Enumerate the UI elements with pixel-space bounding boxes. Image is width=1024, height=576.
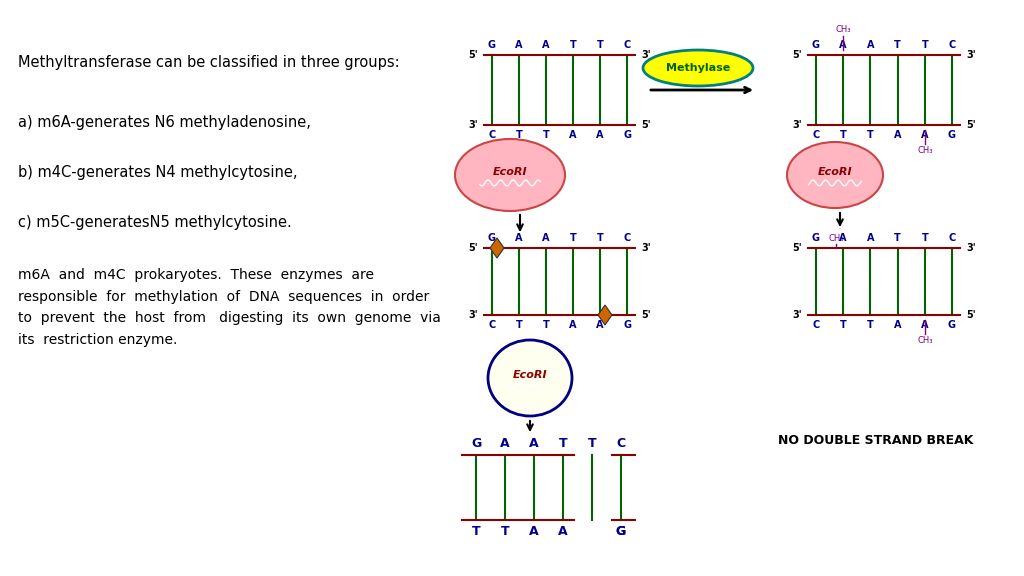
Text: C: C xyxy=(812,320,819,330)
Text: a) m6A-generates N6 methyladenosine,: a) m6A-generates N6 methyladenosine, xyxy=(18,115,311,130)
Text: A: A xyxy=(529,437,539,450)
Text: 5': 5' xyxy=(793,243,802,253)
Polygon shape xyxy=(490,238,504,258)
Text: T: T xyxy=(840,130,847,140)
Text: CH₃: CH₃ xyxy=(836,25,851,34)
Text: A: A xyxy=(840,40,847,50)
Text: A: A xyxy=(558,525,568,538)
Text: 3': 3' xyxy=(641,243,650,253)
Text: T: T xyxy=(569,40,577,50)
Text: A: A xyxy=(866,233,874,243)
Text: NO DOUBLE STRAND BREAK: NO DOUBLE STRAND BREAK xyxy=(778,434,974,446)
Text: 5': 5' xyxy=(793,50,802,60)
Text: C: C xyxy=(624,40,631,50)
Text: A: A xyxy=(543,233,550,243)
Text: C: C xyxy=(616,437,626,450)
Text: C: C xyxy=(812,130,819,140)
Text: b) m4C-generates N4 methylcytosine,: b) m4C-generates N4 methylcytosine, xyxy=(18,165,298,180)
Text: G: G xyxy=(812,233,820,243)
Text: T: T xyxy=(569,233,577,243)
Text: T: T xyxy=(516,130,522,140)
Text: T: T xyxy=(894,40,901,50)
Text: T: T xyxy=(501,525,509,538)
Text: 5': 5' xyxy=(641,120,650,130)
Text: C: C xyxy=(948,233,955,243)
Text: Methylase: Methylase xyxy=(666,63,730,73)
Text: A: A xyxy=(840,233,847,243)
Text: 3': 3' xyxy=(468,310,478,320)
Text: 3': 3' xyxy=(793,310,802,320)
Text: A: A xyxy=(529,525,539,538)
Text: EcoRI: EcoRI xyxy=(818,167,852,177)
Text: A: A xyxy=(596,130,604,140)
Text: 3': 3' xyxy=(641,50,650,60)
Text: G: G xyxy=(488,233,496,243)
Ellipse shape xyxy=(455,139,565,211)
Text: T: T xyxy=(840,320,847,330)
Text: 5': 5' xyxy=(966,120,976,130)
Text: G: G xyxy=(623,320,631,330)
Ellipse shape xyxy=(488,340,572,416)
Text: A: A xyxy=(894,130,901,140)
Text: A: A xyxy=(866,40,874,50)
Text: G: G xyxy=(488,40,496,50)
Text: CH₃: CH₃ xyxy=(918,336,933,345)
Text: G: G xyxy=(471,437,481,450)
Text: G: G xyxy=(812,40,820,50)
Text: EcoRI: EcoRI xyxy=(493,167,527,177)
Text: T: T xyxy=(867,320,873,330)
Text: A: A xyxy=(515,233,522,243)
Ellipse shape xyxy=(643,50,753,86)
Text: A: A xyxy=(569,130,577,140)
Text: A: A xyxy=(596,320,604,330)
Text: T: T xyxy=(867,130,873,140)
Text: Methyltransferase can be classified in three groups:: Methyltransferase can be classified in t… xyxy=(18,55,399,70)
Text: A: A xyxy=(543,40,550,50)
Text: G: G xyxy=(948,130,956,140)
Text: CH₃: CH₃ xyxy=(828,234,844,243)
Text: 3': 3' xyxy=(966,243,976,253)
Text: 5': 5' xyxy=(468,243,478,253)
Text: CH₃: CH₃ xyxy=(918,146,933,155)
Text: 3': 3' xyxy=(468,120,478,130)
Text: T: T xyxy=(543,130,549,140)
Text: T: T xyxy=(559,437,567,450)
Text: A: A xyxy=(500,437,510,450)
Text: A: A xyxy=(921,320,929,330)
Text: T: T xyxy=(922,40,928,50)
Text: G: G xyxy=(623,130,631,140)
Text: C: C xyxy=(488,320,496,330)
Text: T: T xyxy=(516,320,522,330)
Text: A: A xyxy=(515,40,522,50)
Text: T: T xyxy=(588,437,596,450)
Text: 3': 3' xyxy=(966,50,976,60)
Text: G: G xyxy=(615,525,626,538)
Text: 5': 5' xyxy=(468,50,478,60)
Text: C: C xyxy=(488,130,496,140)
Text: 5': 5' xyxy=(966,310,976,320)
Text: T: T xyxy=(922,233,928,243)
Text: A: A xyxy=(894,320,901,330)
Text: EcoRI: EcoRI xyxy=(513,370,547,380)
Text: m6A  and  m4C  prokaryotes.  These  enzymes  are
responsible  for  methylation  : m6A and m4C prokaryotes. These enzymes a… xyxy=(18,268,441,347)
Text: T: T xyxy=(894,233,901,243)
Text: T: T xyxy=(597,40,603,50)
Text: 5': 5' xyxy=(641,310,650,320)
Text: G: G xyxy=(948,320,956,330)
Text: T: T xyxy=(472,525,480,538)
Text: 3': 3' xyxy=(793,120,802,130)
Text: A: A xyxy=(569,320,577,330)
Text: c) m5C-generatesN5 methylcytosine.: c) m5C-generatesN5 methylcytosine. xyxy=(18,215,292,230)
Text: C: C xyxy=(624,233,631,243)
Text: G: G xyxy=(615,525,626,538)
Ellipse shape xyxy=(787,142,883,208)
Polygon shape xyxy=(598,305,612,325)
Text: T: T xyxy=(543,320,549,330)
Text: T: T xyxy=(597,233,603,243)
Text: C: C xyxy=(948,40,955,50)
Text: A: A xyxy=(921,130,929,140)
